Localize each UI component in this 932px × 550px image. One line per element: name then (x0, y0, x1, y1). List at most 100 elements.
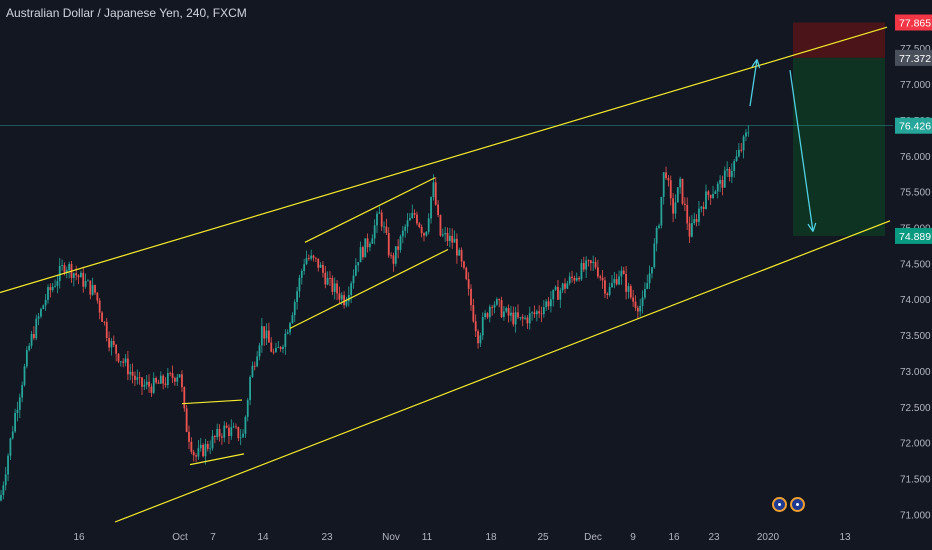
candle-up (300, 270, 303, 278)
candle-up (37, 316, 40, 319)
x-tick-label: Oct (172, 532, 188, 543)
trend-line-4[interactable] (289, 248, 449, 329)
candle-up (716, 183, 719, 192)
trend-line-5[interactable] (181, 399, 243, 405)
down-arrow[interactable] (789, 70, 814, 232)
candle-down (307, 258, 310, 259)
candle-down (686, 205, 689, 224)
candle-down (390, 255, 392, 257)
candle-up (448, 235, 451, 242)
candle-down (392, 255, 395, 264)
candle-down (413, 213, 416, 215)
candle-down (96, 292, 99, 301)
candle-down (491, 306, 494, 308)
candle-up (72, 273, 75, 278)
candle-up (406, 220, 409, 227)
candle-up (232, 426, 235, 428)
y-tick-label: 75.500 (900, 188, 931, 199)
candle-up (28, 345, 31, 351)
candle-up (354, 265, 357, 276)
candle-down (418, 223, 421, 227)
candle-up (298, 277, 301, 292)
candle-up (204, 443, 207, 457)
candle-down (446, 233, 449, 242)
candle-up (705, 191, 707, 209)
candle-down (312, 255, 315, 258)
up-arrow[interactable] (749, 59, 758, 107)
x-tick-label: 25 (537, 532, 549, 543)
candle-down (63, 265, 66, 273)
candle-up (352, 275, 355, 284)
candle-down (636, 307, 639, 312)
candle-up (559, 290, 562, 300)
japan-flag-icon[interactable] (790, 497, 805, 512)
candle-down (164, 383, 167, 385)
candle-up (136, 377, 139, 380)
x-tick-label: 14 (257, 532, 269, 543)
candle-down (589, 260, 592, 264)
candle-up (9, 438, 12, 456)
candle-down (122, 361, 125, 363)
candle-up (580, 263, 583, 280)
candle-down (366, 238, 369, 248)
candle-up (305, 258, 308, 265)
candle-down (75, 273, 78, 276)
candle-down (237, 427, 240, 439)
candle-up (16, 409, 19, 413)
candle-down (112, 341, 115, 345)
candle-down (573, 277, 576, 281)
candle-down (517, 312, 519, 318)
candle-down (150, 386, 153, 393)
candle-down (437, 204, 439, 216)
candle-down (416, 214, 418, 224)
x-tick-label: 23 (321, 532, 333, 543)
candle-up (608, 287, 611, 295)
trend-line-2[interactable] (114, 220, 891, 523)
candle-up (524, 317, 526, 319)
candle-down (134, 375, 136, 380)
candle-up (535, 311, 538, 315)
candle-up (401, 230, 404, 237)
candle-down (162, 375, 165, 384)
candle-down (615, 279, 618, 285)
candle-down (185, 408, 188, 432)
candle-down (127, 358, 129, 375)
candle-up (510, 312, 512, 316)
take-profit-zone[interactable] (793, 57, 885, 236)
candle-up (216, 428, 219, 438)
candle-down (477, 331, 479, 344)
candle-up (620, 270, 623, 277)
candle-up (394, 246, 397, 264)
y-tick-label: 77.500 (900, 44, 931, 55)
candle-up (585, 260, 588, 270)
candle-up (566, 283, 569, 289)
x-tick-label: 16 (668, 532, 680, 543)
candle-down (451, 235, 454, 243)
candle-up (357, 262, 360, 266)
candle-down (171, 373, 174, 379)
candle-up (251, 365, 254, 378)
candle-down (94, 285, 96, 293)
candle-down (470, 288, 472, 306)
candle-up (514, 312, 517, 325)
candle-down (526, 317, 529, 324)
candle-down (460, 249, 463, 262)
trend-line-6[interactable] (189, 453, 245, 466)
candle-up (644, 289, 646, 298)
trend-line-1[interactable] (0, 26, 888, 294)
candle-up (246, 400, 249, 417)
candle-down (665, 172, 667, 179)
candle-down (500, 300, 503, 318)
trend-line-3[interactable] (304, 177, 436, 243)
candle-up (282, 346, 284, 349)
candle-down (557, 286, 559, 300)
candle-up (545, 301, 548, 308)
candle-down (474, 321, 477, 332)
candle-up (347, 294, 350, 302)
stop-loss-zone[interactable] (793, 22, 885, 58)
candle-up (260, 326, 263, 346)
australia-flag-icon[interactable] (772, 497, 787, 512)
y-tick-label: 74.500 (900, 259, 931, 270)
